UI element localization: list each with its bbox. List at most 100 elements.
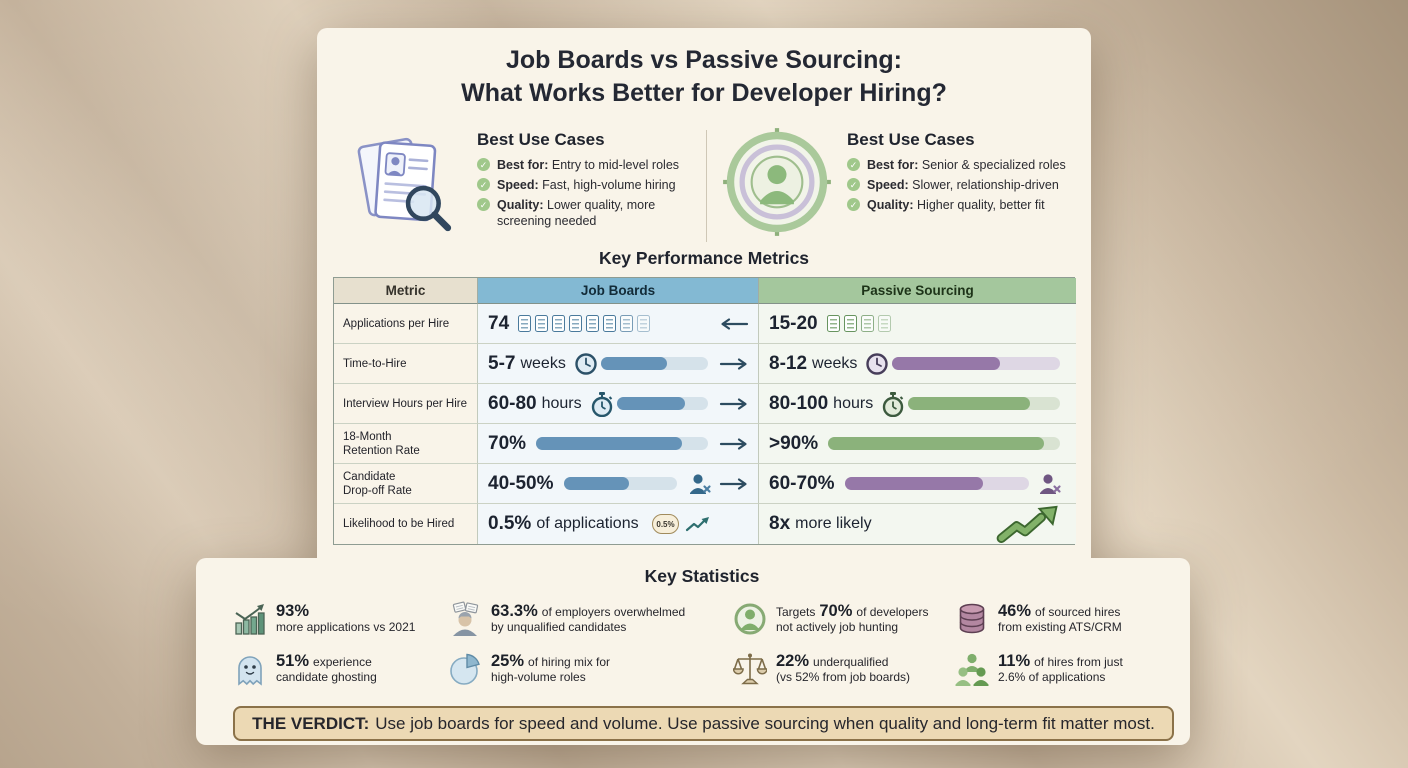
resume-search-icon: [357, 137, 452, 232]
stat-candidate-ghosting: 51% experience candidate ghosting: [233, 644, 448, 694]
progress-bar: [908, 397, 1060, 410]
check-circle-icon: ✓: [847, 178, 860, 191]
metric-value: 8-12: [769, 352, 808, 374]
metric-unit: hours: [541, 394, 582, 412]
stat-line2: not actively job hunting: [776, 619, 899, 634]
cell-applications-job-boards: 74: [478, 304, 759, 344]
doc-icon: [860, 315, 874, 332]
cell-retention-job-boards: 70%: [478, 424, 759, 464]
database-icon: [959, 603, 985, 634]
metric-unit: of applications: [536, 515, 639, 532]
progress-bar: [844, 477, 1029, 490]
metric-unit: weeks: [812, 354, 858, 372]
cell-retention-passive: >90%: [759, 424, 1076, 464]
doc-icon: [586, 315, 600, 332]
use-case-text: Best for: Senior & specialized roles: [867, 158, 1066, 172]
stat-value: 51%: [276, 651, 310, 670]
progress-bar: [536, 437, 708, 450]
stat-line1: 22% underqualified: [776, 651, 889, 670]
metric-name: Likelihood to be Hired: [334, 504, 478, 544]
person-x-icon: [690, 473, 711, 494]
stat-line1: 11% of hires from just: [998, 651, 1123, 670]
table-header-metric: Metric: [334, 278, 478, 304]
use-case-item: ✓ Speed: Slower, relationship-driven: [847, 177, 1089, 193]
cell-likelihood-job-boards: 0.5% of applications 0.5%: [478, 504, 759, 544]
verdict-label: THE VERDICT:: [252, 713, 370, 733]
passive-sourcing-use-cases: Best Use Cases ✓ Best for: Senior & spec…: [847, 130, 1089, 217]
right-arrow-icon: [719, 477, 747, 490]
use-case-text: Speed: Fast, high-volume hiring: [497, 178, 676, 192]
doc-icon: [552, 315, 566, 332]
stat-text: 22% underqualified (vs 52% from job board…: [776, 651, 910, 685]
stat-text: 93% more applications vs 2021: [276, 602, 416, 635]
stat-overwhelmed-employers: 63.3% of employers overwhelmed by unquali…: [448, 594, 733, 644]
metric-unit: more likely: [795, 515, 872, 532]
clock-icon: [866, 352, 889, 375]
ghost-icon: [238, 656, 262, 686]
title-line-2: What Works Better for Developer Hiring?: [461, 79, 947, 107]
stat-line1: 63.3% of employers overwhelmed: [491, 601, 686, 620]
metric-value: 5-7: [488, 352, 516, 374]
poster-stats-panel: Key Statistics 93% more applications vs …: [196, 558, 1190, 745]
clock-icon: [575, 352, 597, 375]
stat-ats-crm-hires: 46% of sourced hires from existing ATS/CR…: [955, 594, 1183, 644]
stat-text: 51% experience candidate ghosting: [276, 651, 377, 685]
right-arrow-icon: [719, 357, 747, 370]
stat-text: Targets 70% of developers not actively job…: [776, 601, 928, 635]
use-case-item: ✓ Quality: Lower quality, more screening…: [477, 197, 707, 229]
use-case-text: Best for: Entry to mid-level roles: [497, 158, 680, 172]
cell-dropoff-passive: 60-70%: [759, 464, 1076, 504]
progress-bar: [563, 477, 677, 490]
scales-icon: [733, 653, 767, 685]
metric-value: 8x: [769, 513, 791, 534]
stat-passive-developers: Targets 70% of developers not actively job…: [733, 594, 955, 644]
metric-unit: weeks: [520, 354, 566, 372]
cell-dropoff-job-boards: 40-50%: [478, 464, 759, 504]
left-arrow-icon: [721, 317, 749, 330]
metric-value: 74: [488, 312, 510, 334]
title-line-1: Job Boards vs Passive Sourcing:: [506, 46, 902, 74]
stat-value: 22%: [776, 651, 810, 670]
metric-value: 40-50%: [488, 472, 554, 494]
vertical-divider: [706, 130, 707, 242]
use-cases-heading: Best Use Cases: [847, 130, 975, 149]
cell-time-to-hire-job-boards: 5-7 weeks: [478, 344, 759, 384]
cell-interview-hours-job-boards: 60-80 hours: [478, 384, 759, 424]
use-case-text: Quality: Lower quality, more screening n…: [497, 198, 656, 228]
doc-icon: [535, 315, 549, 332]
verdict-banner: THE VERDICT: Use job boards for speed an…: [233, 706, 1174, 741]
stat-line2: candidate ghosting: [276, 669, 377, 684]
check-circle-icon: ✓: [847, 198, 860, 211]
bar-chart-icon: [235, 604, 265, 635]
percentage-badge: 0.5%: [652, 514, 679, 534]
progress-bar: [828, 437, 1060, 450]
metrics-section-title: Key Performance Metrics: [598, 248, 810, 268]
table-header-job-boards: Job Boards: [478, 278, 759, 304]
stat-line2: more applications vs 2021: [276, 619, 416, 634]
check-circle-icon: ✓: [477, 178, 490, 191]
trend-up-icon: [685, 516, 709, 531]
metric-unit: hours: [833, 394, 874, 412]
doc-icon: [569, 315, 583, 332]
metric-name: Applications per Hire: [334, 304, 478, 344]
page-title: Job Boards vs Passive Sourcing: What Wor…: [317, 44, 1091, 110]
use-case-item: ✓ Speed: Fast, high-volume hiring: [477, 177, 707, 193]
doc-icon: [518, 315, 532, 332]
check-circle-icon: ✓: [847, 158, 860, 171]
stat-text: 46% of sourced hires from existing ATS/CR…: [998, 601, 1122, 635]
stat-value: 46%: [998, 601, 1032, 620]
stat-line2: by unqualified candidates: [491, 619, 627, 634]
doc-icon: [620, 315, 634, 332]
stat-value: 70%: [819, 601, 853, 620]
check-circle-icon: ✓: [477, 198, 490, 211]
pie-chart-icon: [450, 653, 480, 685]
metrics-table: Metric Job Boards Passive Sourcing Appli…: [333, 277, 1076, 545]
progress-bar: [616, 397, 708, 410]
stat-underqualified-rate: 22% underqualified (vs 52% from job board…: [733, 644, 955, 694]
metric-value: 0.5%: [488, 513, 532, 534]
use-case-item: ✓ Best for: Senior & specialized roles: [847, 157, 1089, 173]
doc-icon: [843, 315, 857, 332]
job-boards-use-cases: Best Use Cases ✓ Best for: Entry to mid-…: [477, 130, 707, 233]
metric-name: 18-Month Retention Rate: [334, 424, 478, 464]
